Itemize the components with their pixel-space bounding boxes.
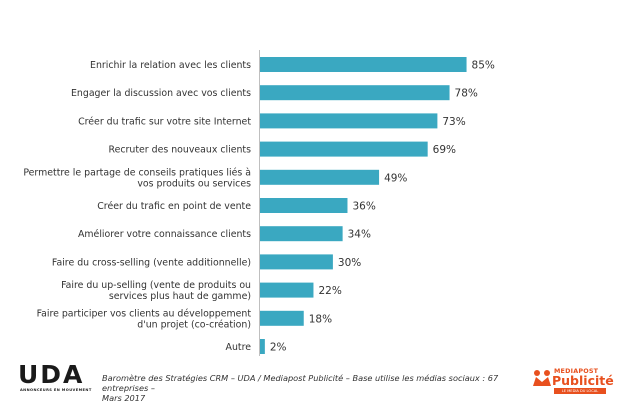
mediapost-people-icon bbox=[533, 370, 551, 386]
bar-row: Faire du up-selling (vente de produits o… bbox=[61, 280, 342, 302]
bar-row: Engager la discussion avec vos clients 78… bbox=[71, 85, 478, 101]
bar bbox=[260, 254, 333, 270]
value-label: 69% bbox=[433, 144, 456, 156]
bar-row: Recruter des nouveaux clients 69% bbox=[109, 141, 456, 157]
mediapost-tagline: LE MEDIA DU LOCAL bbox=[554, 388, 606, 394]
value-label: 36% bbox=[352, 201, 375, 213]
category-label: Faire du up-selling (vente de produits o… bbox=[61, 280, 251, 302]
category-label: Créer du trafic sur votre site Internet bbox=[78, 116, 251, 127]
value-label: 85% bbox=[472, 60, 495, 72]
bar bbox=[260, 310, 304, 326]
value-label: 22% bbox=[318, 285, 341, 297]
category-label: Enrichir la relation avec les clients bbox=[90, 60, 251, 71]
value-label: 30% bbox=[338, 257, 361, 269]
bar-row: Enrichir la relation avec les clients 85% bbox=[90, 57, 495, 72]
bar-row: Créer du trafic en point de vente 36% bbox=[97, 198, 376, 213]
category-label: Faire du cross-selling (vente additionne… bbox=[52, 257, 251, 268]
category-label: Recruter des nouveaux clients bbox=[109, 145, 252, 156]
bar-row: Créer du trafic sur votre site Internet 7… bbox=[78, 113, 466, 129]
category-label: Faire participer vos clients au développ… bbox=[37, 308, 252, 330]
category-label: Autre bbox=[226, 342, 252, 353]
value-label: 34% bbox=[348, 229, 371, 241]
bar bbox=[260, 113, 438, 129]
bar-row: Autre 2% bbox=[226, 339, 287, 354]
category-label: Engager la discussion avec vos clients bbox=[71, 88, 251, 99]
uda-logo-text: UDA bbox=[18, 360, 85, 389]
bar bbox=[260, 85, 450, 101]
mediapost-top-text: MEDIAPOST bbox=[554, 367, 599, 375]
bar-chart: Enrichir la relation avec les clients 85%… bbox=[23, 50, 495, 356]
bar bbox=[260, 282, 314, 298]
source-line-2: Mars 2017 bbox=[102, 393, 146, 403]
source-note: Baromètre des Stratégies CRM – UDA / Med… bbox=[102, 373, 532, 403]
bar-row: Améliorer votre connaissance clients 34% bbox=[78, 226, 371, 242]
bar bbox=[260, 198, 348, 213]
bar bbox=[260, 57, 467, 72]
value-label: 49% bbox=[384, 172, 407, 184]
mediapost-logo: MEDIAPOST Publicité LE MEDIA DU LOCAL bbox=[532, 362, 614, 400]
bar bbox=[260, 169, 380, 185]
bar bbox=[260, 339, 265, 354]
value-label: 78% bbox=[455, 88, 478, 100]
uda-tagline: ANNONCEURS EN MOUVEMENT bbox=[20, 388, 92, 392]
bar-row: Permettre le partage de conseils pratiqu… bbox=[23, 167, 407, 189]
uda-logo: UDA ANNONCEURS EN MOUVEMENT bbox=[18, 360, 92, 400]
bar-row: Faire participer vos clients au développ… bbox=[37, 308, 333, 330]
value-label: 18% bbox=[309, 313, 332, 325]
value-label: 73% bbox=[442, 116, 465, 128]
category-label: Permettre le partage de conseils pratiqu… bbox=[23, 167, 251, 189]
bar-row: Faire du cross-selling (vente additionne… bbox=[52, 254, 361, 270]
value-label: 2% bbox=[270, 342, 287, 354]
category-label: Améliorer votre connaissance clients bbox=[78, 229, 251, 240]
bar bbox=[260, 226, 343, 242]
source-line-1: Baromètre des Stratégies CRM – UDA / Med… bbox=[102, 373, 499, 393]
bar bbox=[260, 141, 428, 157]
mediapost-main-text: Publicité bbox=[552, 373, 614, 388]
footer: UDA ANNONCEURS EN MOUVEMENT Baromètre de… bbox=[0, 360, 622, 403]
category-label: Créer du trafic en point de vente bbox=[97, 201, 251, 212]
